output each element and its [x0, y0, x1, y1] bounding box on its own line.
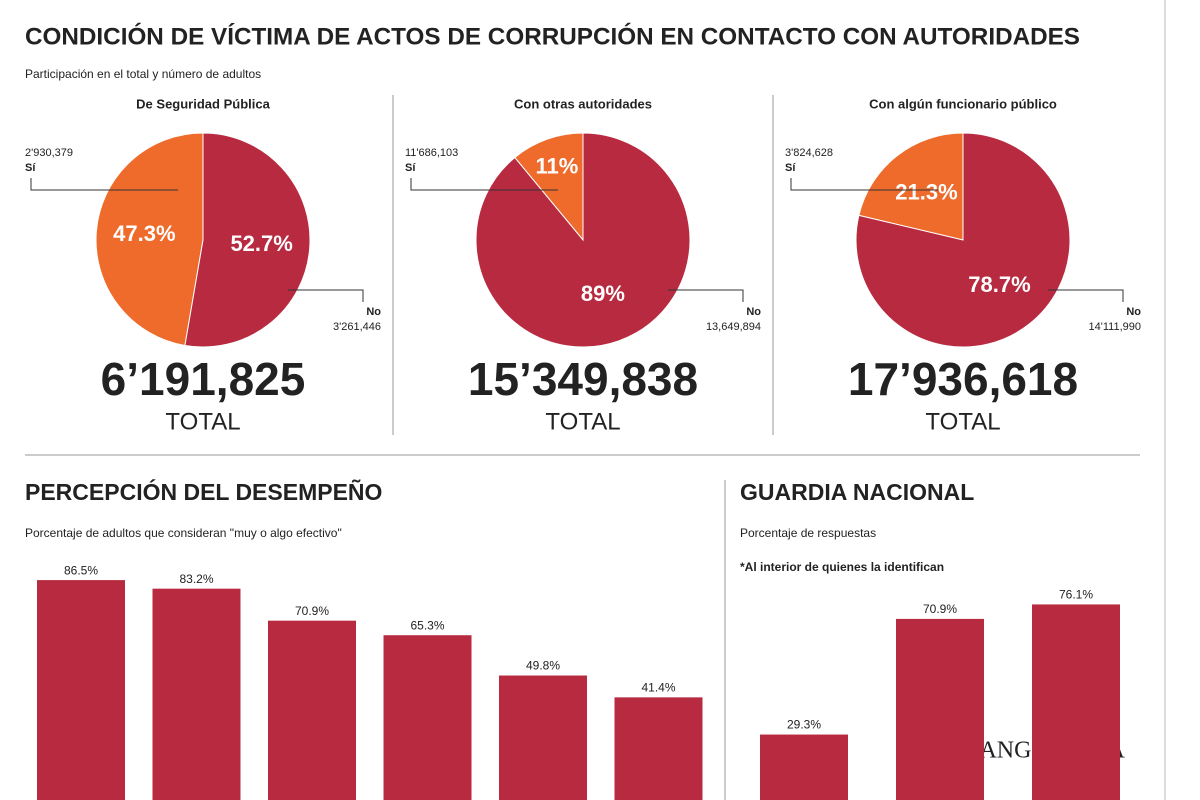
total-value: 15’349,838 — [468, 353, 698, 405]
pie-slice — [95, 132, 204, 347]
bar — [268, 620, 356, 800]
count-label: 14'111,990 — [1089, 321, 1141, 333]
pie-slice — [858, 132, 964, 241]
leader-line — [790, 178, 938, 191]
leader-line — [1048, 289, 1124, 302]
bar-value-label: 70.9% — [923, 602, 957, 616]
pie-slice — [514, 132, 584, 242]
bar — [37, 580, 125, 800]
count-label: 3'824,628 — [785, 147, 833, 159]
main-subtitle: Participación en el total y número de ad… — [25, 67, 261, 81]
bar — [499, 675, 587, 800]
pie-value-label: 11% — [535, 153, 578, 178]
chart-note: *Al interior de quienes la identifican — [740, 560, 944, 574]
chart-subtitle: Porcentaje de respuestas — [740, 526, 876, 540]
pie-value-label: 47.3% — [113, 221, 175, 246]
bar-value-label: 49.8% — [526, 659, 560, 673]
bar-value-label: 65.3% — [410, 618, 444, 632]
count-label: 3'261,446 — [333, 321, 381, 333]
pie-title: Con algún funcionario público — [869, 96, 1057, 111]
chart-subtitle: Porcentaje de adultos que consideran "mu… — [25, 526, 342, 540]
count-label: 2'930,379 — [25, 147, 73, 159]
total-label: TOTAL — [165, 408, 240, 435]
leader-line — [410, 178, 558, 191]
pie-slice — [184, 132, 311, 348]
bar — [383, 635, 472, 800]
bar-value-label: 83.2% — [179, 572, 213, 586]
bar-value-label: 76.1% — [1059, 588, 1093, 602]
count-label: 11'686,103 — [405, 147, 458, 159]
bar-value-label: 41.4% — [641, 681, 675, 695]
pie-value-label: 89% — [581, 281, 625, 306]
leader-line — [288, 289, 364, 302]
pie-title: Con otras autoridades — [514, 96, 652, 111]
bar — [896, 618, 984, 800]
total-value: 6’191,825 — [101, 353, 306, 405]
bar — [760, 734, 848, 800]
chart-title: PERCEPCIÓN DEL DESEMPEÑO — [25, 478, 382, 505]
total-value: 17’936,618 — [848, 353, 1078, 405]
leader-line — [30, 178, 178, 191]
bar-value-label: 86.5% — [64, 563, 98, 577]
pie-value-label: 52.7% — [230, 231, 292, 256]
pie-value-label: 78.7% — [968, 272, 1030, 297]
category-label: No — [1126, 306, 1141, 318]
chart-title: GUARDIA NACIONAL — [740, 479, 974, 505]
bar-value-label: 29.3% — [787, 718, 821, 732]
pie-slice — [855, 132, 1071, 348]
pie-slice — [475, 132, 691, 348]
bar-value-label: 70.9% — [295, 604, 329, 618]
pie-value-label: 21.3% — [895, 180, 957, 205]
bar — [614, 697, 703, 800]
bar — [1032, 604, 1120, 800]
category-label: Sí — [785, 162, 796, 174]
pie-title: De Seguridad Pública — [136, 96, 270, 111]
category-label: Sí — [405, 162, 416, 174]
total-label: TOTAL — [545, 408, 620, 435]
bar — [152, 588, 241, 800]
count-label: 13,649,894 — [706, 321, 761, 333]
leader-line — [668, 289, 744, 302]
category-label: No — [746, 306, 761, 318]
category-label: Sí — [25, 162, 36, 174]
main-title: CONDICIÓN DE VÍCTIMA DE ACTOS DE CORRUPC… — [25, 22, 1080, 50]
category-label: No — [366, 306, 381, 318]
total-label: TOTAL — [925, 408, 1000, 435]
